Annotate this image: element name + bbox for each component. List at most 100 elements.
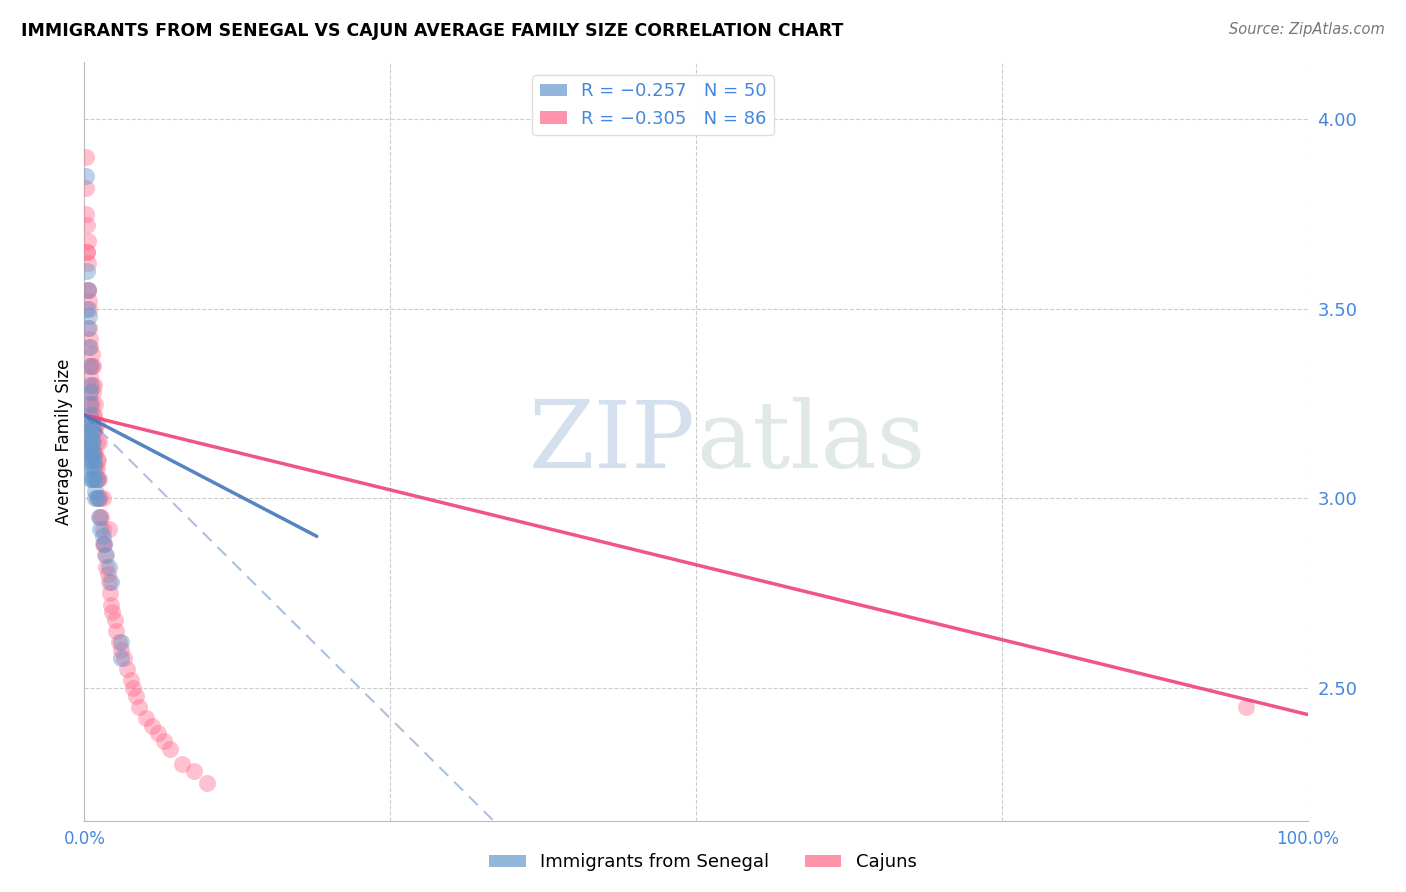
Point [94, 548, 117, 562]
Text: ZIP: ZIP [529, 397, 696, 486]
Point [77, 294, 100, 309]
Point [98, 586, 121, 600]
Point [89, 522, 111, 536]
Point [82, 385, 104, 400]
Point [104, 613, 127, 627]
Point [195, 775, 218, 790]
Point [77, 340, 100, 354]
Point [79, 332, 101, 346]
Point [80, 434, 103, 449]
Point [80, 377, 103, 392]
Point [87, 434, 110, 449]
Point [84, 461, 107, 475]
Point [77, 283, 100, 297]
Point [77, 283, 100, 297]
Point [86, 453, 108, 467]
Point [76, 301, 98, 316]
Point [79, 359, 101, 373]
Point [77, 234, 100, 248]
Text: atlas: atlas [696, 397, 925, 486]
Point [77, 283, 100, 297]
Point [76, 244, 98, 259]
Point [82, 359, 104, 373]
Point [82, 472, 104, 486]
Point [79, 461, 101, 475]
Legend: R = −0.257   N = 50, R = −0.305   N = 86: R = −0.257 N = 50, R = −0.305 N = 86 [533, 75, 773, 135]
Point [82, 423, 104, 437]
Point [84, 423, 107, 437]
Point [79, 453, 101, 467]
Point [79, 385, 101, 400]
Point [87, 491, 110, 506]
Point [79, 438, 101, 452]
Point [79, 359, 101, 373]
Point [79, 370, 101, 384]
Point [82, 453, 104, 467]
Point [79, 472, 101, 486]
Point [1236, 699, 1258, 714]
Point [86, 491, 108, 506]
Point [80, 434, 103, 449]
Point [84, 491, 107, 506]
Point [79, 446, 101, 460]
Point [80, 446, 103, 460]
Point [76, 264, 98, 278]
Point [82, 423, 104, 437]
Point [80, 423, 103, 437]
Point [183, 764, 205, 779]
Text: IMMIGRANTS FROM SENEGAL VS CAJUN AVERAGE FAMILY SIZE CORRELATION CHART: IMMIGRANTS FROM SENEGAL VS CAJUN AVERAGE… [21, 22, 844, 40]
Point [125, 689, 148, 703]
Point [80, 347, 103, 361]
Point [86, 472, 108, 486]
Point [93, 537, 115, 551]
Point [79, 408, 101, 422]
Point [80, 416, 103, 430]
Point [79, 340, 101, 354]
Point [141, 719, 163, 733]
Point [153, 734, 176, 748]
Point [83, 446, 105, 460]
Point [79, 434, 101, 449]
Point [82, 434, 104, 449]
Point [91, 537, 114, 551]
Point [76, 219, 98, 233]
Point [87, 472, 110, 486]
Point [110, 635, 132, 649]
Point [79, 423, 101, 437]
Y-axis label: Average Family Size: Average Family Size [55, 359, 73, 524]
Point [82, 408, 104, 422]
Point [87, 472, 110, 486]
Point [86, 434, 108, 449]
Point [91, 529, 114, 543]
Point [77, 256, 100, 270]
Point [86, 472, 108, 486]
Point [128, 699, 150, 714]
Point [89, 491, 111, 506]
Point [80, 472, 103, 486]
Point [83, 408, 105, 422]
Point [77, 301, 100, 316]
Point [91, 522, 114, 536]
Point [79, 396, 101, 410]
Point [83, 453, 105, 467]
Point [100, 574, 122, 589]
Point [79, 431, 101, 445]
Point [75, 169, 97, 184]
Point [97, 522, 120, 536]
Point [79, 446, 101, 460]
Point [120, 673, 142, 688]
Point [82, 446, 104, 460]
Point [97, 559, 120, 574]
Point [110, 643, 132, 657]
Point [86, 461, 108, 475]
Point [75, 150, 97, 164]
Point [77, 310, 100, 324]
Point [80, 461, 103, 475]
Point [83, 472, 105, 486]
Point [146, 726, 169, 740]
Point [77, 320, 100, 334]
Point [86, 416, 108, 430]
Point [83, 461, 105, 475]
Point [80, 396, 103, 410]
Point [84, 396, 107, 410]
